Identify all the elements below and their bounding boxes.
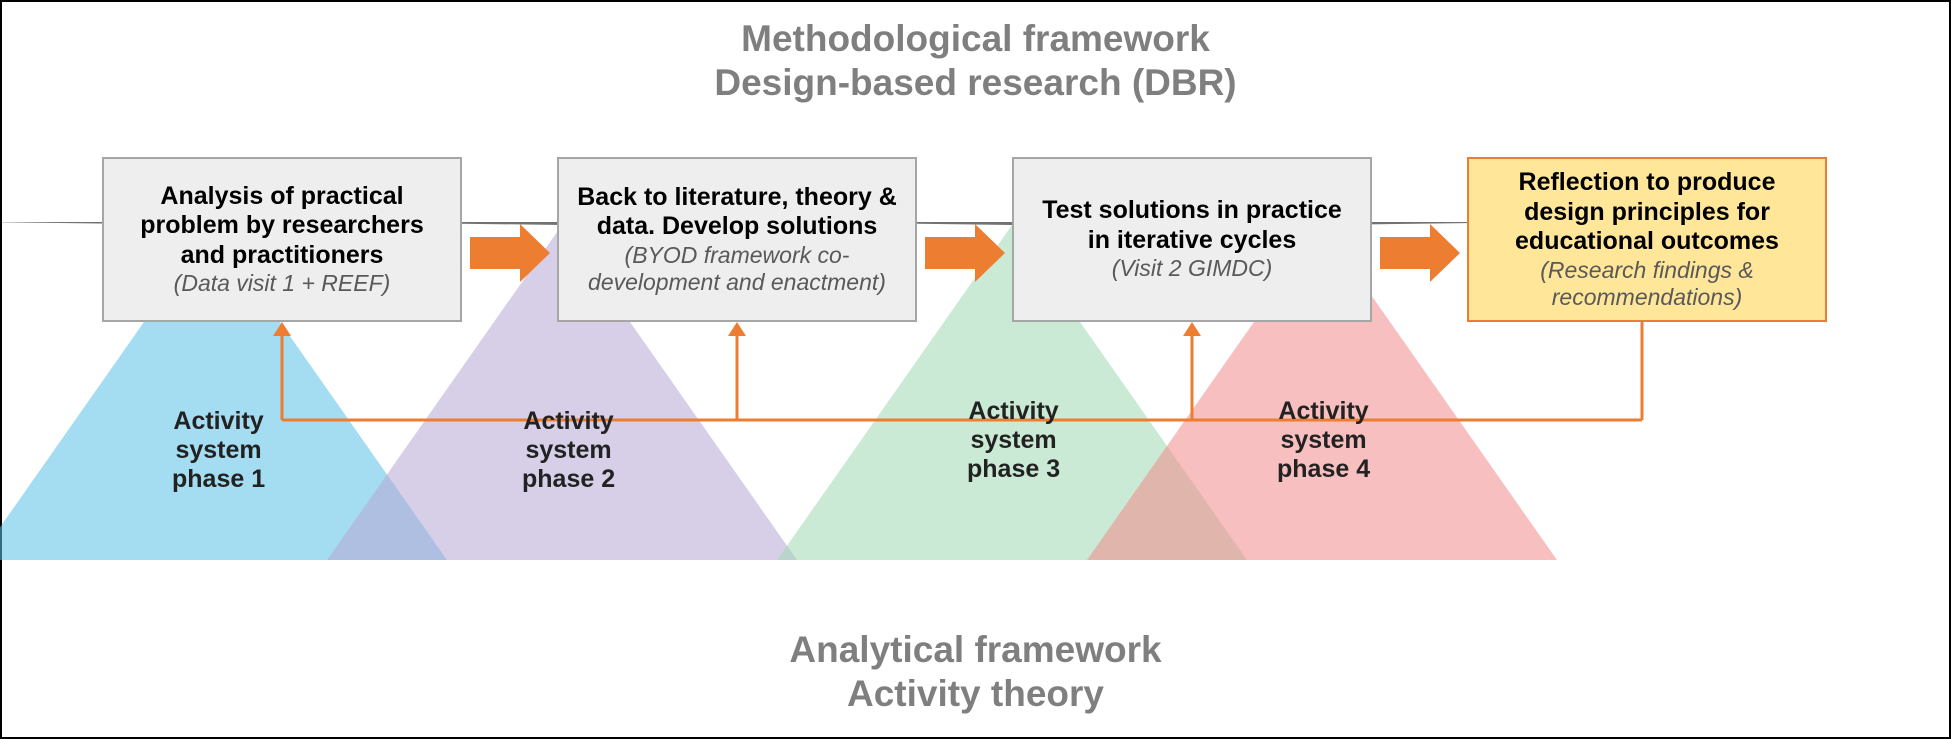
phase-box-b4: Reflection to produce design principles … [1467,157,1827,322]
triangle-label-line: system [967,426,1060,455]
triangle-label-line: system [1277,426,1370,455]
phase-title: Analysis of practical problem by researc… [118,182,446,271]
triangle-label-line: Activity [1277,397,1370,426]
triangle-label-line: system [522,436,615,465]
phase-box-b3: Test solutions in practice in iterative … [1012,157,1372,322]
triangle-label-line: system [172,436,265,465]
triangle-label-t4: Activitysystemphase 4 [1277,397,1370,483]
triangle-label-line: phase 2 [522,465,615,494]
triangle-label-line: Activity [172,407,265,436]
diagram-canvas: Methodological framework Design-based re… [0,0,1951,739]
arrow-head-icon [520,224,550,282]
phase-subtitle: (Research findings & recommendations) [1483,257,1811,311]
arrow-shaft [925,237,975,269]
triangle-label-line: Activity [522,407,615,436]
triangle-label-line: Activity [967,397,1060,426]
bottom-title-2: Activity theory [2,673,1949,715]
triangle-label-t3: Activitysystemphase 3 [967,397,1060,483]
phase-subtitle: (Data visit 1 + REEF) [174,270,391,297]
arrow-head-icon [975,224,1005,282]
triangle-label-line: phase 3 [967,455,1060,484]
bottom-title-1: Analytical framework [2,629,1949,671]
triangle-label-line: phase 4 [1277,455,1370,484]
flow-arrow-a1 [470,224,550,282]
phase-subtitle: (Visit 2 GIMDC) [1112,255,1273,282]
arrow-shaft [1380,237,1430,269]
phase-title: Test solutions in practice in iterative … [1028,196,1356,255]
phase-title: Reflection to produce design principles … [1483,168,1811,257]
phase-subtitle: (BYOD framework co-development and enact… [573,242,901,296]
arrow-head-icon [1430,224,1460,282]
arrow-shaft [470,237,520,269]
triangle-label-t1: Activitysystemphase 1 [172,407,265,493]
phase-box-b2: Back to literature, theory & data. Devel… [557,157,917,322]
flow-arrow-a3 [1380,224,1460,282]
flow-arrow-a2 [925,224,1005,282]
triangle-label-t2: Activitysystemphase 2 [522,407,615,493]
phase-box-b1: Analysis of practical problem by researc… [102,157,462,322]
triangle-label-line: phase 1 [172,465,265,494]
phase-title: Back to literature, theory & data. Devel… [573,183,901,242]
